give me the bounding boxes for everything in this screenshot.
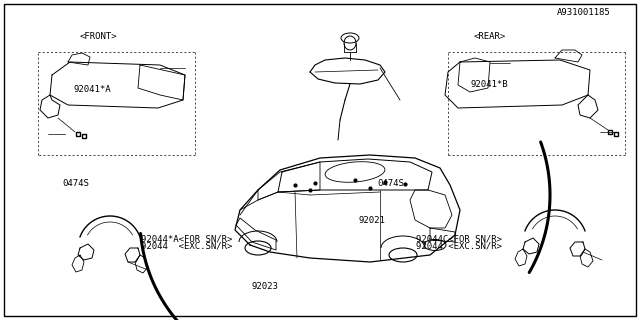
Text: 92023: 92023 bbox=[252, 282, 278, 291]
Text: 92021: 92021 bbox=[358, 216, 385, 225]
Text: <FRONT>: <FRONT> bbox=[80, 32, 118, 41]
Text: 0474S: 0474S bbox=[378, 179, 404, 188]
Text: <REAR>: <REAR> bbox=[474, 32, 506, 41]
Text: A931001185: A931001185 bbox=[557, 8, 611, 17]
Text: 92044  <EXC.SN/R>: 92044 <EXC.SN/R> bbox=[141, 242, 232, 251]
Text: 92041*B: 92041*B bbox=[470, 80, 508, 89]
Text: 92041*A: 92041*A bbox=[74, 85, 111, 94]
Text: 92044*A<FOR SN/R>: 92044*A<FOR SN/R> bbox=[141, 235, 232, 244]
Text: 92044 <EXC.SN/R>: 92044 <EXC.SN/R> bbox=[416, 242, 502, 251]
Text: 0474S: 0474S bbox=[63, 179, 90, 188]
Text: 92044C<FOR SN/R>: 92044C<FOR SN/R> bbox=[416, 235, 502, 244]
